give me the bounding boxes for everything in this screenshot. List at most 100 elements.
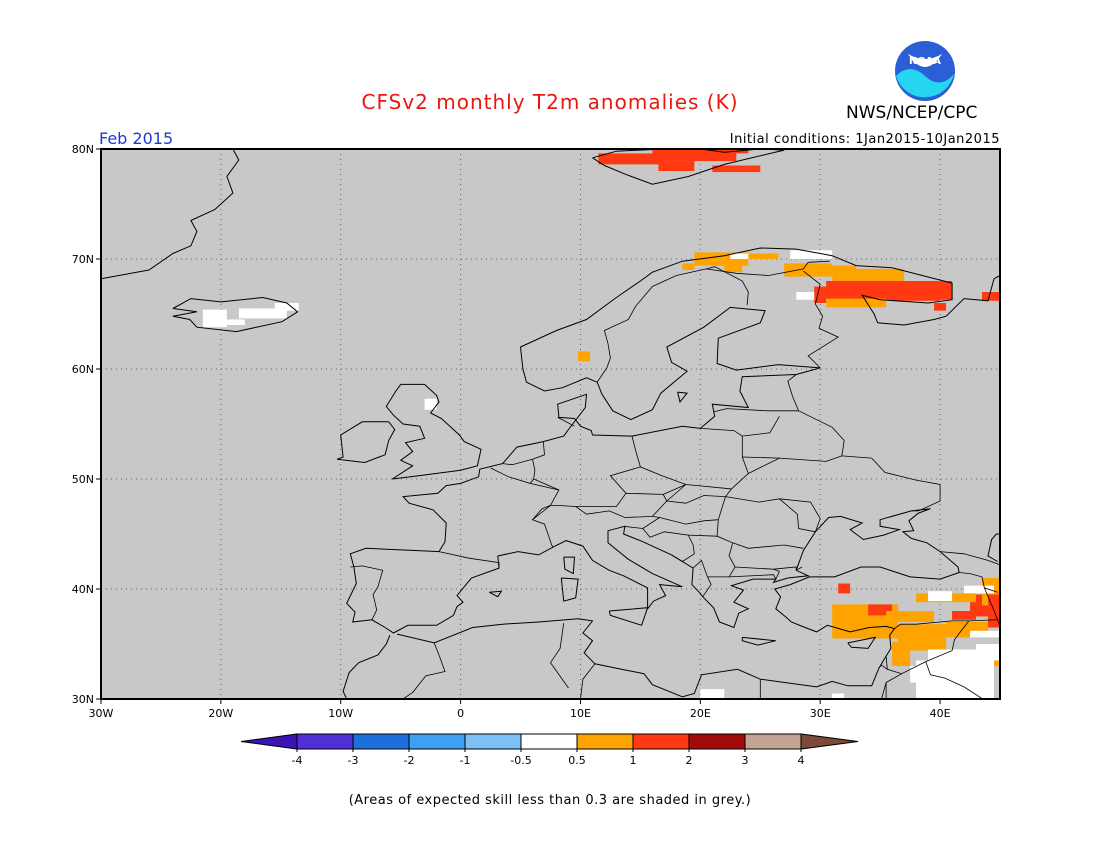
longitude-labels: 30W 20W 10W 0 10E 20E 30E 40E: [89, 699, 951, 720]
country-border: [894, 587, 999, 629]
country-border: [580, 663, 596, 699]
latitude-labels: 80N 70N 60N 50N 40N 30N: [72, 143, 101, 706]
coastline: [741, 636, 776, 646]
anomaly-cell: [730, 253, 749, 259]
coastline: [608, 607, 649, 626]
anomaly-cell: [424, 398, 437, 410]
anomaly-cell: [736, 149, 749, 154]
coastline: [677, 391, 689, 404]
colorbar-label: 0.5: [568, 754, 586, 767]
coastlines: [101, 149, 1000, 699]
anomaly-cell: [832, 693, 845, 699]
anomaly-cell: [826, 298, 887, 308]
country-border: [652, 496, 726, 525]
anomaly-cell: [578, 351, 591, 362]
anomaly-cell: [970, 630, 1000, 638]
anomaly-cell: [844, 292, 869, 301]
anomaly-cell: [682, 263, 695, 270]
country-border: [716, 519, 719, 537]
colorbar-label: -3: [348, 754, 359, 767]
country-border: [438, 551, 500, 569]
coastline: [172, 296, 299, 333]
colorbar: -4 -3 -2 -1 -0.5 0.5 1 2 3 4: [240, 733, 859, 767]
anomaly-cell: [814, 296, 827, 303]
country-border: [729, 574, 777, 580]
country-border: [502, 458, 533, 466]
lon-label: 30W: [89, 707, 114, 720]
country-border: [663, 484, 687, 495]
lon-label: 40E: [930, 707, 951, 720]
skill-footnote: (Areas of expected skill less than 0.3 a…: [348, 793, 752, 808]
country-border: [959, 572, 998, 593]
lon-label: 20W: [208, 707, 233, 720]
anomaly-cell: [838, 583, 851, 594]
colorbar-segment: [296, 733, 354, 750]
country-border: [490, 467, 535, 484]
country-border: [550, 623, 569, 689]
lat-label: 60N: [72, 363, 94, 376]
country-border: [725, 496, 816, 533]
anomaly-cell: [700, 689, 725, 699]
colorbar-segment: [520, 733, 578, 750]
colorbar-label: -4: [292, 754, 303, 767]
colorbar-label: -1: [460, 754, 471, 767]
map-gridlines: [101, 149, 1000, 699]
country-border: [531, 466, 641, 548]
coastline: [592, 149, 785, 185]
anomaly-cell: [724, 263, 743, 273]
anomaly-cell: [796, 292, 815, 300]
coastline: [385, 383, 482, 480]
lat-label: 50N: [72, 473, 94, 486]
anomaly-cell: [748, 253, 779, 259]
map-frame: [100, 148, 1001, 700]
colorbar-segment: [408, 733, 466, 750]
lon-label: 10E: [570, 707, 591, 720]
coastline: [563, 556, 576, 575]
country-border: [940, 551, 1000, 566]
colorbar-label: 4: [798, 754, 805, 767]
country-border: [925, 661, 984, 699]
country-border: [702, 576, 712, 597]
anomaly-cell: [712, 165, 761, 173]
country-border: [402, 642, 446, 699]
anomaly-cell: [964, 585, 995, 594]
anomaly-cell: [892, 641, 911, 666]
country-border: [779, 498, 821, 532]
country-border: [532, 505, 551, 520]
anomaly-cell: [910, 666, 941, 683]
colorbar-segment: [576, 733, 634, 750]
colorbar-label: 3: [742, 754, 749, 767]
colorbar-segment: [464, 733, 522, 750]
anomaly-cell: [238, 308, 287, 319]
coastline: [560, 577, 579, 602]
anomaly-cell: [928, 649, 977, 663]
lat-label: 80N: [72, 143, 94, 156]
lon-label: 0: [457, 707, 464, 720]
country-border: [735, 566, 797, 571]
country-border: [796, 566, 803, 571]
coastline: [489, 590, 503, 598]
country-border: [885, 682, 887, 699]
lat-label: 30N: [72, 693, 94, 706]
coastline: [346, 306, 960, 698]
country-border: [557, 417, 575, 427]
country-border: [742, 456, 780, 459]
coastline: [342, 635, 391, 699]
country-border: [642, 528, 695, 562]
anomaly-patches: [202, 149, 1000, 699]
colorbar-label: -0.5: [510, 754, 531, 767]
anomaly-cell: [892, 292, 941, 301]
lon-label: 20E: [690, 707, 711, 720]
country-border: [773, 568, 780, 580]
coastline: [987, 533, 1000, 562]
country-border: [878, 664, 888, 670]
coastline: [336, 421, 396, 464]
lon-label: 30E: [810, 707, 831, 720]
anomaly-cell: [790, 250, 833, 259]
anomaly-cell: [886, 611, 935, 622]
country-border: [530, 483, 559, 491]
country-border: [732, 542, 804, 549]
anomaly-cell: [952, 611, 977, 620]
anomaly-cell: [934, 303, 947, 311]
anomaly-cell: [652, 149, 737, 162]
